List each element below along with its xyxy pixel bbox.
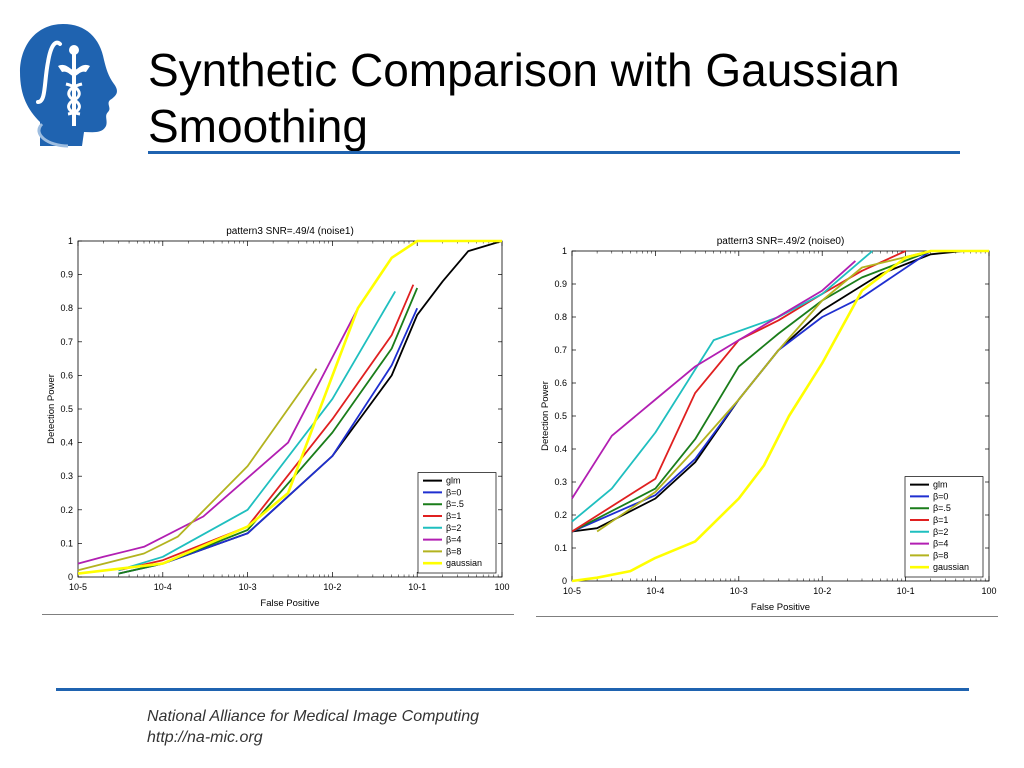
x-tick-label: 10-2 xyxy=(813,586,831,596)
title-rule xyxy=(148,151,960,154)
y-tick-label: 1 xyxy=(68,236,73,246)
legend-label: β=2 xyxy=(446,523,461,533)
x-tick-label: 10-3 xyxy=(239,582,257,592)
y-tick-label: 0.6 xyxy=(60,370,73,380)
y-tick-label: 0.9 xyxy=(554,279,567,289)
chart-divider xyxy=(42,614,514,615)
series-line-β=4 xyxy=(77,307,359,565)
legend-label: β=1 xyxy=(446,511,461,521)
x-tick-label: 10-5 xyxy=(563,586,581,596)
y-tick-label: 1 xyxy=(562,246,567,256)
legend-box xyxy=(417,472,497,574)
y-tick-label: 0.8 xyxy=(554,312,567,322)
series-line-β=2 xyxy=(118,290,396,572)
slide-title: Synthetic Comparison with Gaussian Smoot… xyxy=(148,42,988,154)
series-line-gaussian xyxy=(77,239,502,575)
legend-label: β=4 xyxy=(933,539,948,549)
roc-chart-noise0-svg: pattern3 SNR=.49/2 (noise0) 0 0.1 0.2 0.3 0.4… xyxy=(540,236,997,613)
legend-label: β=2 xyxy=(933,527,948,537)
y-tick-label: 0.7 xyxy=(554,345,567,355)
legend-label: β=.5 xyxy=(446,499,464,509)
legend-label: glm xyxy=(446,476,461,486)
series-line-gaussian xyxy=(571,249,989,583)
legend-label: β=0 xyxy=(446,487,461,497)
x-tick-label: 10-1 xyxy=(897,586,915,596)
chart-title: pattern3 SNR=.49/2 (noise0) xyxy=(717,236,845,247)
series-line-β=4 xyxy=(571,260,857,499)
namic-logo-icon xyxy=(20,24,117,148)
y-tick-label: 0.9 xyxy=(60,270,73,280)
x-tick-label: 10-4 xyxy=(154,582,172,592)
legend-label: β=4 xyxy=(446,535,461,545)
y-tick-label: 0 xyxy=(562,576,567,586)
legend-label: β=0 xyxy=(933,491,948,501)
x-axis-label: False Positive xyxy=(751,602,810,613)
footer-url: http://na-mic.org xyxy=(147,729,263,746)
legend-label: β=8 xyxy=(933,550,948,560)
footer: National Alliance for Medical Image Comp… xyxy=(147,706,479,748)
footer-rule xyxy=(56,688,969,691)
y-tick-label: 0.8 xyxy=(60,303,73,313)
namic-logo xyxy=(18,22,122,150)
series-line-β=1 xyxy=(571,250,906,533)
x-tick-label: 100 xyxy=(494,582,509,592)
chart-title: pattern3 SNR=.49/4 (noise1) xyxy=(226,226,354,237)
x-tick-label: 10-3 xyxy=(730,586,748,596)
y-tick-label: 0.7 xyxy=(60,337,73,347)
roc-chart-noise1: pattern3 SNR=.49/4 (noise1) 0 0.1 0.2 0.3 0.4… xyxy=(40,222,516,616)
series-line-β=.5 xyxy=(571,250,932,533)
y-axis-label: Detection Power xyxy=(540,381,551,451)
series-line-β=8 xyxy=(596,250,931,533)
footer-org: National Alliance for Medical Image Comp… xyxy=(147,708,480,725)
y-tick-label: 0.3 xyxy=(554,477,567,487)
legend-label: β=1 xyxy=(933,515,948,525)
y-tick-label: 0.5 xyxy=(554,411,567,421)
x-tick-label: 10-1 xyxy=(408,582,426,592)
roc-chart-noise0: pattern3 SNR=.49/2 (noise0) 0 0.1 0.2 0.3 0.4… xyxy=(536,232,1000,618)
x-tick-label: 10-5 xyxy=(69,582,87,592)
y-tick-label: 0.2 xyxy=(60,505,73,515)
y-tick-label: 0 xyxy=(68,572,73,582)
series-line-β=2 xyxy=(571,250,873,523)
y-tick-label: 0.1 xyxy=(60,538,73,548)
y-tick-label: 0.3 xyxy=(60,471,73,481)
legend-label: β=.5 xyxy=(933,503,951,513)
legend-label: gaussian xyxy=(933,562,969,572)
legend-label: β=8 xyxy=(446,546,461,556)
slide-title-line-2: Smoothing xyxy=(148,100,368,152)
y-tick-label: 0.2 xyxy=(554,510,567,520)
series-line-β=8 xyxy=(77,368,318,572)
y-tick-label: 0.6 xyxy=(554,378,567,388)
y-tick-label: 0.4 xyxy=(60,438,73,448)
y-tick-label: 0.4 xyxy=(554,444,567,454)
y-axis-label: Detection Power xyxy=(46,374,57,444)
legend-box xyxy=(904,476,984,578)
x-tick-label: 100 xyxy=(981,586,996,596)
legend-label: glm xyxy=(933,480,948,490)
chart-divider xyxy=(536,616,998,617)
roc-chart-noise1-svg: pattern3 SNR=.49/4 (noise1) 0 0.1 0.2 0.3 0.4… xyxy=(46,226,510,609)
x-axis-label: False Positive xyxy=(260,598,319,609)
y-tick-label: 0.5 xyxy=(60,404,73,414)
legend-label: gaussian xyxy=(446,558,482,568)
x-tick-label: 10-2 xyxy=(323,582,341,592)
x-tick-label: 10-4 xyxy=(646,586,664,596)
y-tick-label: 0.1 xyxy=(554,543,567,553)
slide-title-line-1: Synthetic Comparison with Gaussian xyxy=(148,44,900,96)
series-line-β=1 xyxy=(118,284,415,572)
